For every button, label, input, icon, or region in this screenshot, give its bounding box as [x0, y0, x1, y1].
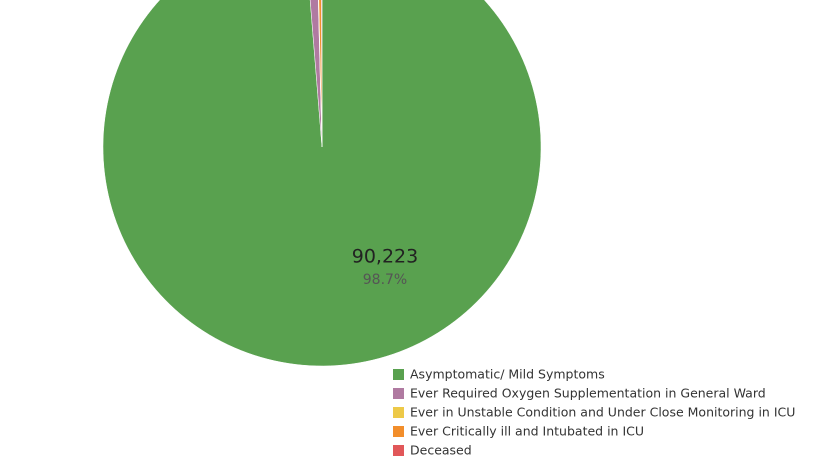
legend-label: Ever Critically ill and Intubated in ICU: [410, 424, 644, 439]
value-label: 90,223: [352, 246, 418, 268]
legend-swatch: [393, 369, 404, 380]
pie-slice: [321, 0, 323, 148]
percent-label: 98.7%: [363, 272, 407, 288]
legend-label: Asymptomatic/ Mild Symptoms: [410, 367, 605, 382]
legend-label: Ever in Unstable Condition and Under Clo…: [410, 405, 795, 420]
legend-label: Ever Required Oxygen Supplementation in …: [410, 386, 766, 401]
legend-swatch: [393, 426, 404, 437]
legend-swatch: [393, 388, 404, 399]
legend-swatch: [393, 445, 404, 456]
pie-slice: [318, 0, 323, 148]
legend-swatch: [393, 407, 404, 418]
legend-label: Deceased: [410, 443, 472, 458]
pie-slice: [102, 0, 542, 367]
